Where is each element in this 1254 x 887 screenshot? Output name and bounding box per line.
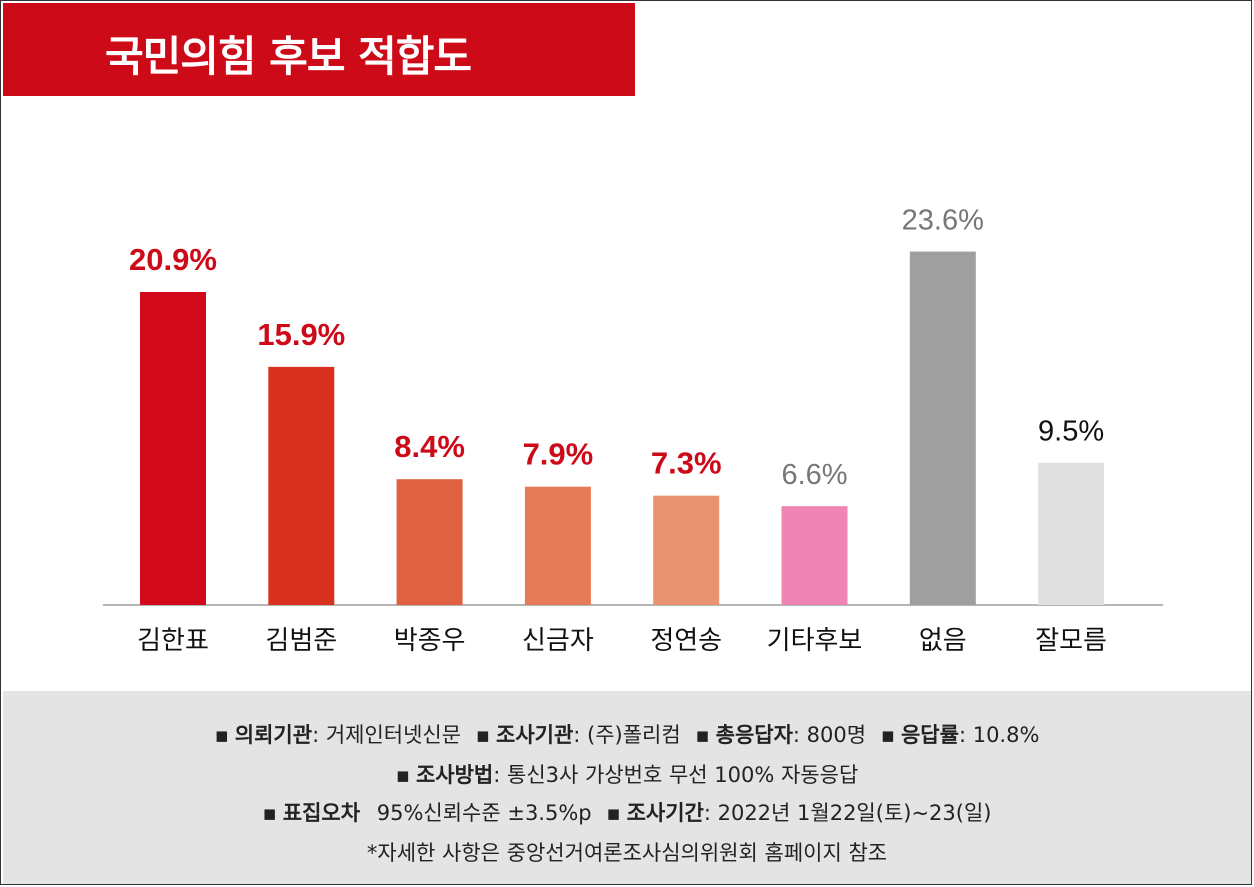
bar (909, 251, 976, 606)
footer-row-3: ▪ 표집오차 95%신뢰수준 ±3.5%p ▪ 조사기간: 2022년 1월22일(… (3, 797, 1251, 827)
bullet: ▪ (606, 801, 621, 825)
survey-info-footer: ▪ 의뢰기관: 거제인터넷신문 ▪ 조사기관: (주)폴리컴 ▪ 총응답자: 800명… (3, 691, 1251, 884)
value-label: 8.4% (394, 429, 465, 464)
client-label: 의뢰기관 (234, 723, 313, 747)
bullet: ▪ (262, 801, 277, 825)
bullet: ▪ (214, 723, 229, 747)
bar (653, 495, 720, 605)
bullet: ▪ (880, 723, 895, 747)
respondents-label: 총응답자 (715, 723, 793, 747)
category-label: 김한표 (137, 626, 209, 656)
category-label: 기타후보 (767, 626, 863, 656)
method-value: : 통신3사 가상번호 무선 100% 자동응답 (493, 763, 859, 787)
category-label: 김범준 (265, 626, 337, 656)
footer-row-2: ▪ 조사방법: 통신3사 가상번호 무선 100% 자동응답 (3, 759, 1251, 789)
response-rate-value: : 10.8% (958, 723, 1040, 747)
category-label: 정연송 (650, 626, 722, 656)
agency-value: : (주)폴리컴 (573, 723, 681, 747)
category-label: 신금자 (522, 626, 594, 656)
value-label: 7.9% (523, 437, 594, 472)
period-label: 조사기간 (626, 801, 704, 825)
value-label: 9.5% (1038, 416, 1104, 448)
category-label: 박종우 (394, 626, 466, 656)
period-value: : 2022년 1월22일(토)~23(일) (703, 801, 992, 825)
bar (268, 366, 335, 605)
title-banner: 국민의힘 후보 적합도 (3, 3, 635, 96)
bar (524, 486, 591, 605)
error-value: 95%신뢰수준 ±3.5%p (376, 801, 592, 825)
bullet: ▪ (475, 723, 490, 747)
bullet: ▪ (695, 723, 710, 747)
bar (1038, 462, 1105, 605)
page-title: 국민의힘 후보 적합도 (105, 32, 472, 81)
method-label: 조사방법 (415, 763, 494, 787)
category-label: 없음 (919, 626, 967, 656)
bar (396, 479, 463, 605)
bar (781, 506, 848, 605)
value-label: 15.9% (257, 317, 345, 352)
bar-chart: 20.9% 김한표 15.9% 김범준 8.4% 박종우 7.9% 신금자 7.3% 정연송 6.6… (103, 205, 1163, 656)
response-rate-label: 응답률 (900, 723, 959, 747)
error-label: 표집오차 (282, 801, 361, 825)
footer-note: *자세한 사항은 중앙선거여론조사심의위원회 홈페이지 참조 (366, 841, 888, 865)
client-value: : 거제인터넷신문 (312, 723, 462, 747)
category-label: 잘모름 (1035, 626, 1107, 656)
value-label: 7.3% (651, 446, 722, 481)
value-label: 23.6% (902, 205, 984, 237)
footer-row-1: ▪ 의뢰기관: 거제인터넷신문 ▪ 조사기관: (주)폴리컴 ▪ 총응답자: 800명… (3, 719, 1251, 749)
bullet: ▪ (395, 763, 410, 787)
value-label: 6.6% (781, 459, 847, 491)
agency-label: 조사기관 (496, 723, 574, 747)
bar (140, 292, 206, 605)
respondents-value: : 800명 (792, 723, 867, 747)
value-label: 20.9% (129, 242, 217, 277)
